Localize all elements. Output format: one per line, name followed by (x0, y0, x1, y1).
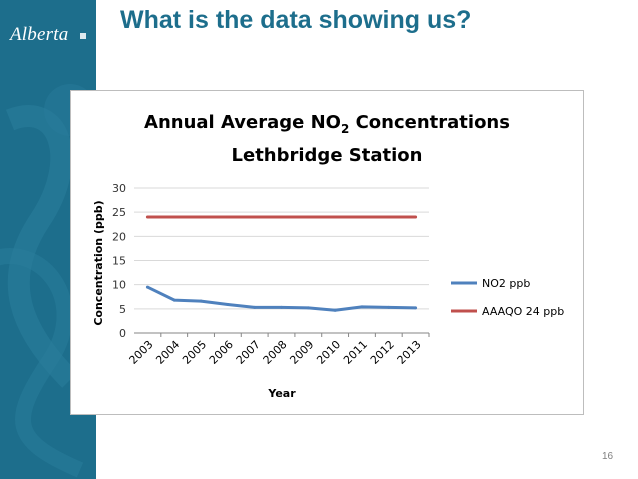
data-point (306, 215, 310, 219)
x-tick-labels: 2003200420052006200720082009201020112012… (127, 333, 430, 367)
x-tick-label: 2005 (180, 338, 209, 367)
x-tick-label: 2003 (127, 338, 156, 367)
data-point (360, 215, 364, 219)
data-point (199, 215, 203, 219)
x-axis-label: Year (267, 387, 296, 400)
data-point (333, 215, 337, 219)
chart-title: Annual Average NO2 Concentrations (144, 112, 510, 136)
data-point (253, 305, 257, 309)
chart-subtitle: Lethbridge Station (232, 145, 423, 166)
x-tick-label: 2011 (341, 338, 370, 367)
y-tick-label: 15 (112, 255, 126, 268)
y-tick-label: 30 (112, 182, 126, 195)
y-tick-labels: 0 5 10 15 20 25 30 (112, 182, 126, 340)
data-point (360, 305, 364, 309)
x-tick-label: 2010 (314, 338, 343, 367)
data-point (387, 215, 391, 219)
x-tick-label: 2006 (207, 338, 236, 367)
x-tick-label: 2007 (234, 338, 263, 367)
y-tick-label: 0 (119, 327, 126, 340)
y-tick-label: 10 (112, 279, 126, 292)
data-point (280, 305, 283, 309)
data-point (253, 215, 257, 219)
data-point (414, 306, 418, 310)
series-lines (145, 215, 418, 312)
no2-line-chart: Annual Average NO2 Concentrations Lethbr… (92, 112, 564, 400)
gridlines (134, 187, 429, 334)
data-point (226, 302, 230, 306)
x-tick-label: 2004 (153, 338, 182, 367)
y-tick-label: 5 (119, 303, 126, 316)
data-point (199, 299, 203, 303)
chart-title-suffix: Concentrations (349, 112, 510, 133)
y-tick-label: 20 (112, 230, 126, 243)
data-point (280, 215, 283, 219)
legend-label: AAAQO 24 ppb (482, 305, 564, 318)
chart-title-main: Annual Average NO (144, 112, 341, 133)
x-tick-label: 2009 (287, 338, 316, 367)
chart-title-subscript: 2 (341, 122, 349, 136)
data-point (145, 285, 149, 289)
data-point (145, 215, 149, 219)
chart-frame: Annual Average NO2 Concentrations Lethbr… (70, 90, 584, 415)
slide-title: What is the data showing us? (120, 6, 472, 34)
data-point (306, 306, 310, 310)
data-point (172, 215, 176, 219)
legend: NO2 ppb AAAQO 24 ppb (451, 277, 564, 318)
y-axis-label: Concentration (ppb) (92, 200, 105, 325)
logo-mark-icon (80, 33, 86, 39)
data-point (387, 305, 391, 309)
x-tick-label: 2008 (261, 338, 290, 367)
data-point (226, 215, 230, 219)
y-tick-label: 25 (112, 206, 126, 219)
alberta-logo: Alberta (10, 24, 69, 45)
page-number: 16 (602, 451, 614, 462)
x-tick-label: 2013 (395, 338, 424, 367)
data-point (333, 308, 337, 312)
x-tick-label: 2012 (368, 338, 397, 367)
data-point (414, 215, 418, 219)
legend-label: NO2 ppb (482, 277, 530, 290)
data-point (172, 298, 176, 302)
